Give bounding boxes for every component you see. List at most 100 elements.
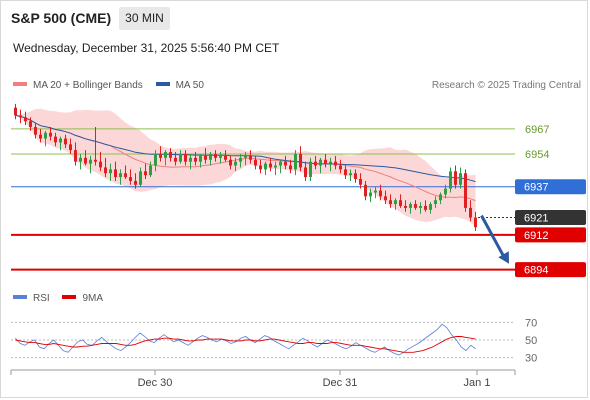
candle-body — [79, 157, 82, 162]
candle-body — [449, 171, 452, 189]
legend-9ma: 9MA — [62, 293, 103, 304]
candle-body — [369, 192, 372, 197]
legend-ma20-label: MA 20 + Bollinger Bands — [33, 80, 143, 91]
candle-body — [89, 159, 92, 164]
candle-body — [269, 163, 272, 168]
candle-body — [314, 161, 317, 166]
candle-body — [54, 136, 57, 143]
level-label-6967: 6967 — [525, 124, 549, 136]
rsi-9ma-line — [15, 336, 476, 353]
rsi-legend: RSI 9MA — [13, 293, 113, 304]
candle-body — [279, 161, 282, 166]
level-tag-6937 — [515, 179, 586, 195]
candle-body — [249, 155, 252, 160]
candle-body — [34, 126, 37, 135]
candle-body — [149, 165, 152, 176]
time-label-2: Jan 1 — [464, 377, 491, 389]
legend-rsi-label: RSI — [33, 293, 50, 304]
candle-body — [209, 153, 212, 160]
candle-body — [189, 157, 192, 162]
candle-body — [69, 144, 72, 151]
candle-body — [299, 153, 302, 168]
candle-body — [454, 171, 457, 185]
candle-body — [414, 204, 417, 208]
candle-body — [264, 163, 267, 170]
candle-body — [409, 204, 412, 208]
candle-body — [309, 161, 312, 178]
candle-body — [219, 155, 222, 158]
candle-body — [339, 165, 342, 170]
candle-body — [229, 159, 232, 166]
level-tag-label-6921: 6921 — [524, 213, 548, 225]
forecast-arrow-head — [498, 251, 509, 264]
candle-body — [204, 155, 207, 160]
candle-body — [259, 165, 262, 170]
time-label-1: Dec 31 — [323, 377, 358, 389]
candle-body — [29, 121, 32, 127]
candle-body — [224, 155, 227, 160]
candle-body — [59, 138, 62, 143]
candle-body — [384, 196, 387, 201]
level-tag-label-6894: 6894 — [524, 265, 548, 277]
candle-body — [294, 153, 297, 170]
price-legend: MA 20 + Bollinger Bands MA 50 — [13, 80, 214, 91]
candle-body — [39, 134, 42, 139]
candle-body — [344, 169, 347, 176]
candle-body — [154, 153, 157, 166]
candle-body — [439, 194, 442, 201]
candle-body — [14, 107, 17, 116]
level-tag-6894 — [515, 262, 586, 278]
candle-body — [49, 132, 52, 137]
legend-ma50-swatch — [155, 82, 170, 87]
candle-body — [114, 169, 117, 178]
candle-body — [319, 159, 322, 166]
candle-body — [179, 153, 182, 162]
time-label-0: Dec 30 — [138, 377, 173, 389]
candle-body — [139, 171, 142, 185]
candle-body — [304, 167, 307, 178]
candle-body — [144, 171, 147, 176]
candle-body — [124, 173, 127, 178]
candle-body — [349, 173, 352, 176]
candle-body — [274, 165, 277, 168]
candle-body — [399, 200, 402, 206]
candle-body — [334, 161, 337, 166]
candle-body — [134, 180, 137, 185]
level-tag-6912 — [515, 227, 586, 243]
legend-ma50-label: MA 50 — [175, 80, 204, 91]
candle-body — [84, 157, 87, 164]
legend-ma50: MA 50 — [155, 80, 204, 91]
candle-body — [174, 157, 177, 162]
candle-body — [164, 152, 167, 158]
legend-rsi-swatch — [13, 295, 27, 300]
candle-body — [429, 204, 432, 210]
candle-body — [404, 205, 407, 208]
candle-body — [109, 169, 112, 174]
candle-body — [244, 155, 247, 158]
timestamp: Wednesday, December 31, 2025 5:56:40 PM … — [13, 41, 280, 55]
candle-body — [239, 157, 242, 162]
candle-body — [354, 173, 357, 180]
candle-body — [19, 115, 22, 118]
level-label-6954: 6954 — [525, 149, 549, 161]
level-tag-label-6937: 6937 — [524, 182, 548, 194]
level-tag-label-6912: 6912 — [524, 230, 548, 242]
candle-body — [379, 190, 382, 197]
candle-body — [184, 153, 187, 162]
candle-body — [389, 200, 392, 205]
legend-ma20-swatch — [13, 82, 27, 87]
candle-body — [234, 161, 237, 166]
candle-body — [24, 117, 27, 122]
candle-body — [464, 173, 467, 208]
candle-body — [434, 200, 437, 205]
legend-9ma-label: 9MA — [82, 293, 104, 304]
candle-body — [129, 177, 132, 181]
candle-body — [169, 152, 172, 158]
candle-body — [359, 179, 362, 185]
forecast-arrow-shaft — [480, 214, 507, 260]
candle-body — [119, 173, 122, 178]
candle-body — [469, 207, 472, 218]
candle-body — [159, 153, 162, 158]
timeframe-badge[interactable]: 30 MIN — [119, 7, 170, 30]
